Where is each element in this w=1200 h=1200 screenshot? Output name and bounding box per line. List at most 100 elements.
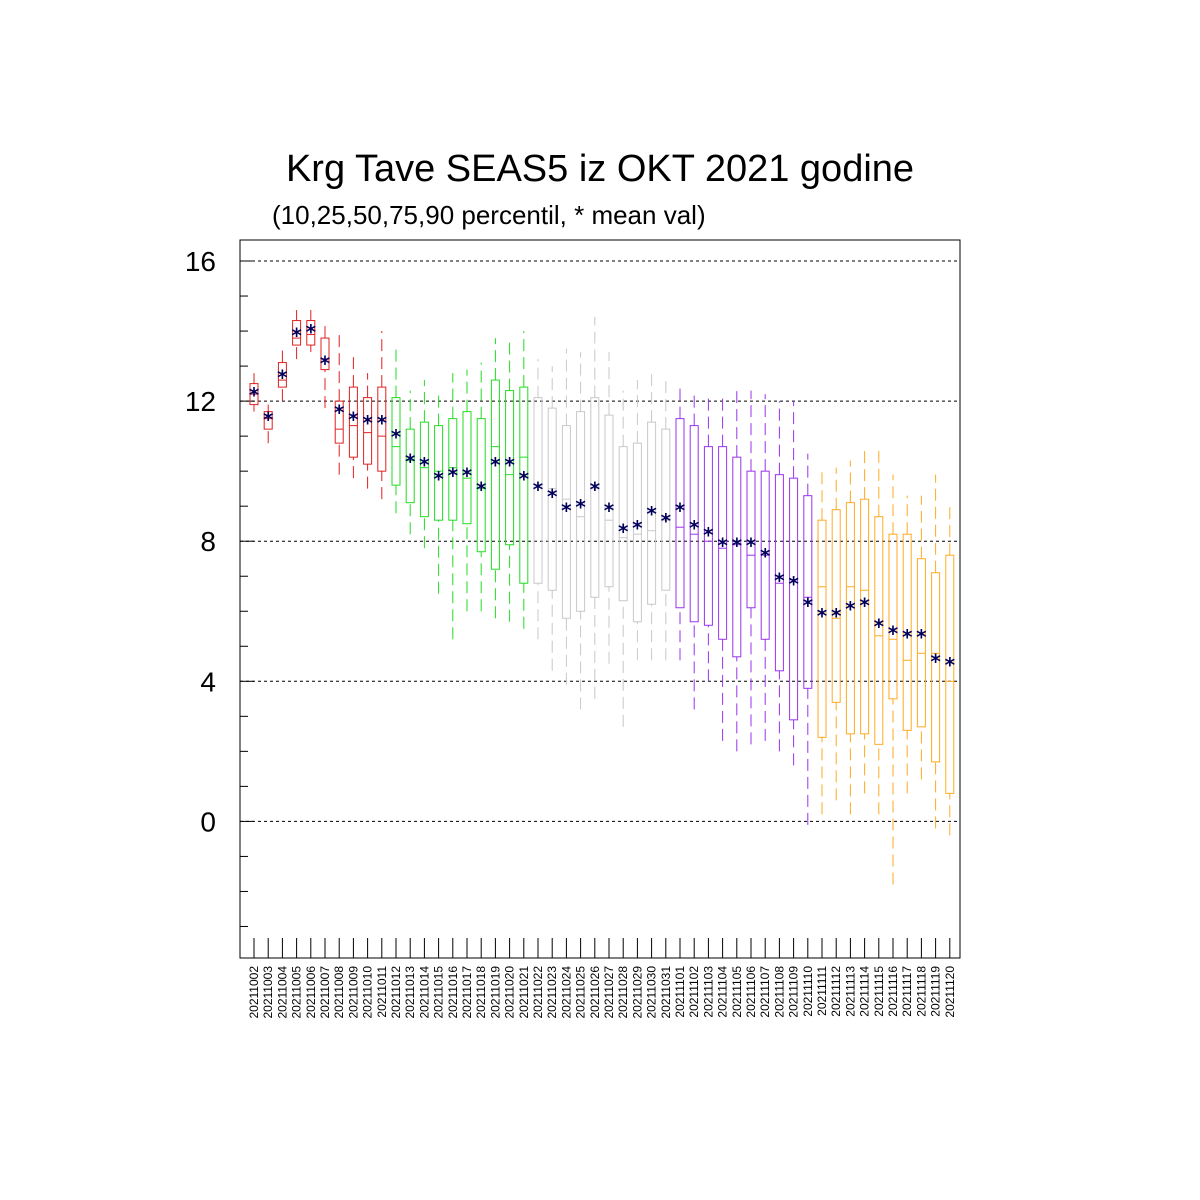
- box: [448, 418, 458, 521]
- box: [604, 414, 614, 588]
- mean-marker: *: [746, 534, 757, 558]
- x-tick-label: 20211022: [531, 966, 545, 1019]
- mean-marker: *: [391, 425, 402, 449]
- mean-marker: *: [419, 453, 430, 477]
- x-tick-label: 20211111: [815, 966, 829, 1016]
- mean-marker: *: [661, 509, 672, 533]
- mean-marker: *: [306, 320, 317, 344]
- box: [689, 425, 699, 623]
- mean-marker: *: [618, 520, 629, 544]
- x-tick-label: 20211027: [602, 966, 616, 1019]
- box: [632, 442, 642, 623]
- box: [860, 498, 870, 735]
- plot-frame: [239, 239, 961, 959]
- mean-marker: *: [249, 383, 260, 407]
- box: [831, 509, 841, 703]
- mean-marker: *: [433, 467, 444, 491]
- x-tick-label: 20211116: [886, 966, 900, 1017]
- mean-marker: *: [561, 499, 572, 523]
- box: [391, 397, 401, 486]
- x-tick-label: 20211019: [488, 966, 502, 1019]
- box: [647, 421, 657, 605]
- x-tick-label: 20211103: [701, 966, 715, 1018]
- y-tick-label: 0: [200, 806, 216, 837]
- box: [490, 379, 500, 570]
- mean-marker: *: [377, 411, 388, 435]
- x-tick-label: 20211119: [929, 966, 943, 1017]
- mean-marker: *: [490, 453, 501, 477]
- mean-marker: *: [831, 604, 842, 628]
- x-tick-label: 20211115: [872, 966, 886, 1017]
- x-tick-label: 20211114: [858, 966, 872, 1017]
- box: [789, 477, 799, 721]
- x-tick-label: 20211021: [517, 966, 531, 1019]
- x-tick-label: 20211011: [375, 966, 389, 1018]
- x-tick-label: 20211030: [645, 966, 659, 1019]
- x-tick-label: 20211112: [829, 966, 843, 1017]
- box: [292, 320, 302, 346]
- box: [263, 411, 273, 430]
- box: [434, 425, 444, 521]
- mean-marker: *: [945, 653, 956, 677]
- x-tick-label: 20211025: [574, 966, 588, 1019]
- box: [916, 558, 926, 728]
- x-tick-label: 20211113: [843, 966, 857, 1017]
- x-tick-label: 20211020: [503, 966, 517, 1019]
- mean-marker: *: [703, 523, 714, 547]
- box: [774, 474, 784, 672]
- y-tick-label: 4: [200, 666, 216, 697]
- box: [561, 425, 571, 619]
- box: [703, 446, 713, 626]
- x-tick-label: 20211006: [304, 966, 318, 1019]
- mean-marker: *: [504, 453, 515, 477]
- mean-marker: *: [874, 614, 885, 638]
- box: [505, 390, 515, 546]
- box: [945, 554, 955, 794]
- x-tick-label: 20211109: [787, 966, 801, 1018]
- box: [746, 470, 756, 609]
- mean-marker: *: [845, 597, 856, 621]
- chart-subtitle: (10,25,50,75,90 percentil, * mean val): [272, 200, 706, 230]
- x-tick-label: 20211023: [545, 966, 559, 1019]
- x-tick-label: 20211101: [673, 966, 687, 1018]
- box: [306, 320, 316, 346]
- box: [845, 502, 855, 735]
- box: [363, 397, 373, 465]
- x-tick-label: 20211102: [687, 966, 701, 1018]
- mean-marker: *: [717, 534, 728, 558]
- x-tick-label: 20211117: [900, 966, 914, 1017]
- x-tick-label: 20211018: [474, 966, 488, 1019]
- chart-title: Krg Tave SEAS5 iz OKT 2021 godine: [285, 148, 915, 190]
- y-tick-label: 12: [185, 386, 216, 417]
- box: [590, 397, 600, 598]
- mean-marker: *: [462, 464, 473, 488]
- mean-marker: *: [817, 604, 828, 628]
- x-tick-label: 20211105: [730, 966, 744, 1018]
- x-tick-label: 20211106: [744, 966, 758, 1018]
- mean-marker: *: [405, 450, 416, 474]
- x-tick-label: 20211118: [914, 966, 928, 1017]
- x-tick-label: 20211108: [772, 966, 786, 1018]
- box: [618, 446, 628, 602]
- mean-marker: *: [916, 625, 927, 649]
- mean-marker: *: [320, 352, 331, 376]
- x-tick-label: 20211028: [616, 966, 630, 1019]
- mean-marker: *: [533, 478, 544, 502]
- mean-marker: *: [448, 464, 459, 488]
- box: [874, 516, 884, 745]
- mean-marker: *: [930, 649, 941, 673]
- box: [476, 418, 486, 553]
- x-tick-label: 20211120: [943, 966, 957, 1018]
- mean-marker: *: [547, 485, 558, 509]
- box: [732, 456, 742, 658]
- y-tick-label: 8: [200, 526, 216, 557]
- mean-marker: *: [803, 593, 814, 617]
- x-tick-label: 20211024: [559, 966, 573, 1019]
- box: [277, 362, 287, 388]
- box: [803, 495, 813, 689]
- x-tick-label: 20211013: [403, 966, 417, 1019]
- mean-marker: *: [348, 408, 359, 432]
- x-tick-label: 20211026: [588, 966, 602, 1019]
- box: [348, 386, 358, 458]
